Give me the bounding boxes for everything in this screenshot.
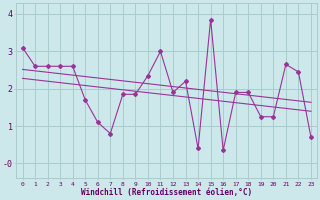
X-axis label: Windchill (Refroidissement éolien,°C): Windchill (Refroidissement éolien,°C) bbox=[81, 188, 252, 197]
